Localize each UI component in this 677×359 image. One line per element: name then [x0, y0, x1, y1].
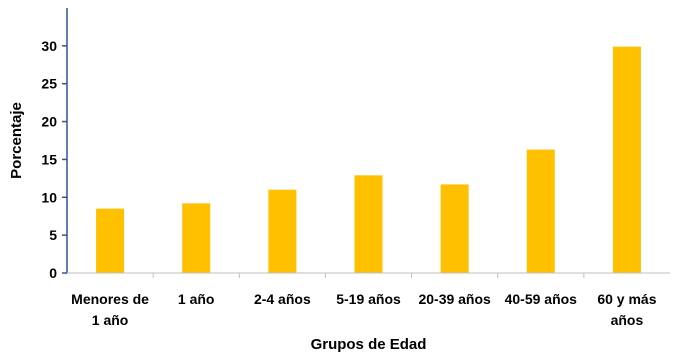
y-tick-label: 5 [49, 227, 57, 243]
x-tick-label: Menores de 1 año [71, 291, 149, 328]
bar [354, 175, 383, 273]
bar [612, 46, 641, 273]
x-tick-label: 40-59 años [505, 291, 578, 307]
y-tick-label: 15 [41, 151, 57, 167]
x-tick-label: 5-19 años [336, 291, 401, 307]
x-tick-label: 60 y más años [597, 291, 656, 328]
bar [440, 184, 469, 273]
bars-group [96, 46, 641, 273]
y-axis-ticks: 0 5 10 15 20 25 30 [41, 38, 67, 281]
y-tick-label: 30 [41, 38, 57, 54]
y-tick-label: 20 [41, 114, 57, 130]
bar [526, 149, 555, 273]
x-axis-title: Grupos de Edad [311, 336, 427, 353]
y-tick-label: 10 [41, 189, 57, 205]
x-axis-ticks: Menores de 1 año 1 año 2-4 años 5-19 años 20-… [71, 273, 657, 328]
x-tick-label: 2-4 años [254, 291, 311, 307]
bar [268, 189, 297, 273]
x-tick-label: 1 año [178, 291, 215, 307]
bar [96, 208, 125, 273]
x-tick-label: 20-39 años [418, 291, 491, 307]
bar [182, 203, 211, 273]
y-tick-label: 25 [41, 76, 57, 92]
y-tick-label: 0 [49, 265, 57, 281]
y-axis-title: Porcentaje [8, 102, 25, 179]
